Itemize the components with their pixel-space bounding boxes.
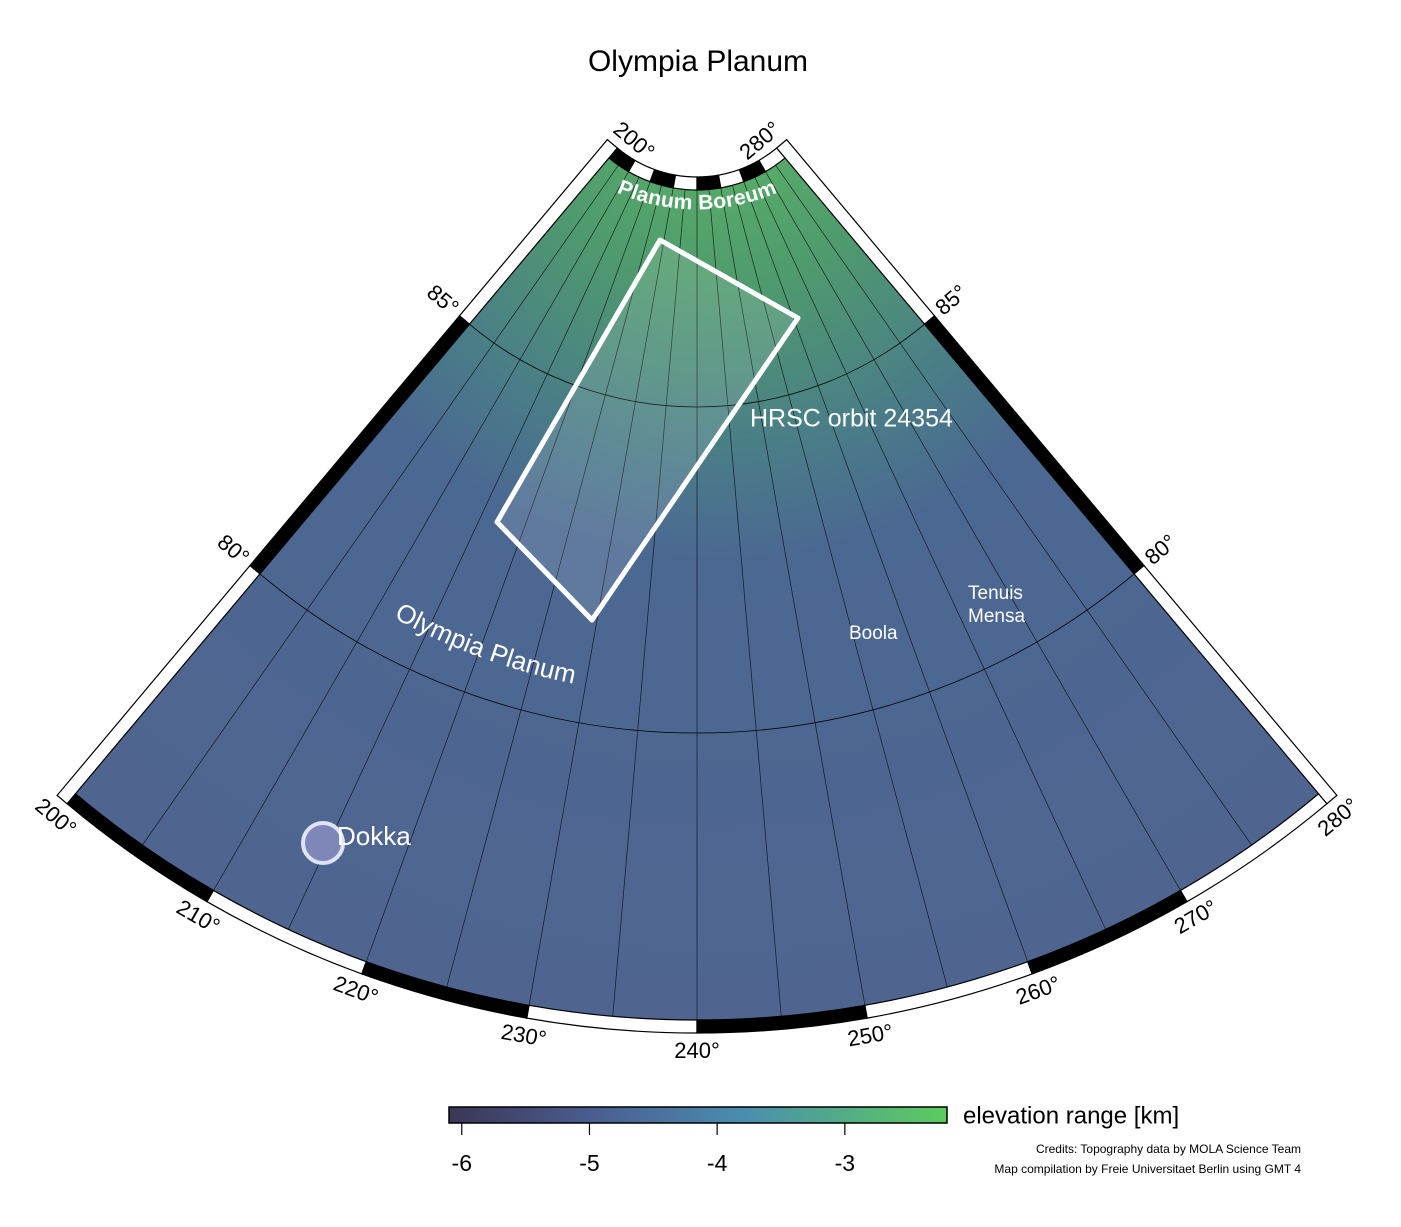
meridian [765, 171, 1181, 891]
colorbar-tick-label: -3 [835, 1150, 855, 1176]
place-label: Boola [849, 623, 898, 644]
dokka-crater [301, 821, 345, 865]
latitude-label: 85° [422, 279, 464, 320]
colorbar [448, 1106, 948, 1124]
colorbar-tick-label: -6 [452, 1150, 472, 1176]
place-label: Mensa [968, 606, 1025, 627]
latitude-label: 80° [213, 529, 255, 570]
credit: Map compilation by Freie Universitaet Be… [994, 1162, 1301, 1176]
meridian [754, 177, 1106, 930]
longitude-label: 230° [499, 1019, 548, 1052]
meridian [446, 185, 662, 988]
latitude-label: 85° [930, 279, 972, 320]
longitude-label: 240° [674, 1038, 720, 1063]
parallel [259, 573, 1135, 734]
meridian [528, 187, 674, 1006]
place-label: Tenuis [968, 583, 1023, 604]
meridian [708, 189, 782, 1017]
meridian [365, 181, 651, 962]
credit: Credits: Topography data by MOLA Science… [1036, 1142, 1301, 1156]
map-area [56, 138, 1338, 1034]
meridian [288, 177, 640, 930]
meridian [720, 187, 866, 1006]
meridian [213, 171, 629, 891]
meridian [612, 189, 686, 1017]
parallel [469, 323, 925, 408]
frame-band [696, 174, 722, 191]
place-label: HRSC orbit 24354 [750, 405, 953, 433]
colorbar-tick-label: -5 [579, 1150, 599, 1176]
meridian [732, 185, 948, 988]
colorbar-tick-label: -4 [707, 1150, 728, 1176]
hrsc-footprint [494, 237, 801, 623]
frame-band [56, 564, 261, 805]
meridian [142, 165, 619, 846]
longitude-label: 250° [846, 1019, 895, 1052]
frame-band [1133, 564, 1338, 805]
place-label: Dokka [337, 821, 411, 851]
meridian [775, 165, 1252, 846]
colorbar-label: elevation range [km] [963, 1102, 1179, 1129]
title: Olympia Planum [588, 45, 808, 78]
latitude-label: 80° [1140, 529, 1182, 570]
frame-band [672, 174, 698, 191]
